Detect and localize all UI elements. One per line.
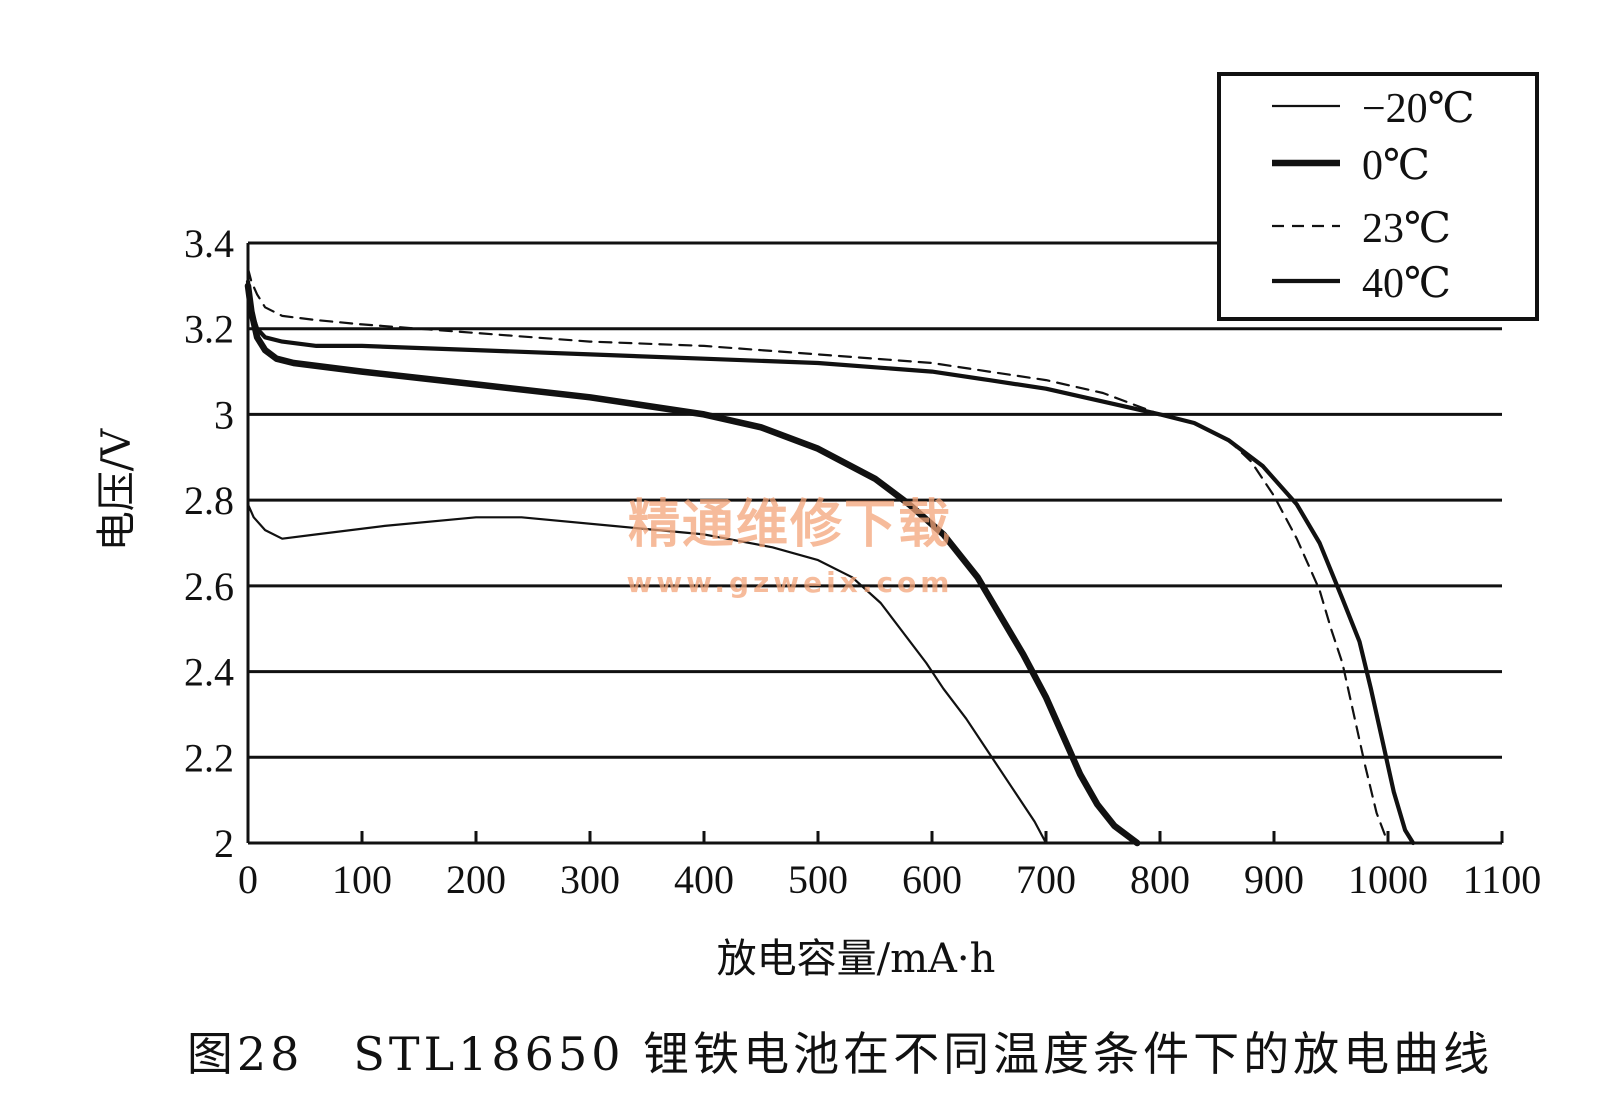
y-tick-label: 3 (214, 392, 234, 437)
series-line (246, 267, 1390, 845)
grid-lines (248, 241, 1502, 759)
x-tick-label: 900 (1244, 857, 1304, 902)
legend: −20℃ 0℃ 23℃ 40℃ (1217, 72, 1539, 321)
x-tick-label: 600 (902, 857, 962, 902)
x-tick-label: 1100 (1463, 857, 1542, 902)
x-axis-title: 放电容量/mA·h (717, 936, 996, 982)
x-tick-label: 1000 (1348, 857, 1428, 902)
series-line (244, 282, 1141, 847)
y-tick-label: 2.8 (184, 478, 234, 523)
x-tick-label: 400 (674, 857, 734, 902)
y-tick-label: 3.2 (184, 307, 234, 352)
x-tick-label: 0 (238, 857, 258, 902)
x-tick-label: 800 (1130, 857, 1190, 902)
x-tick-label: 300 (560, 857, 620, 902)
y-tick-label: 2 (214, 821, 234, 866)
y-tick-labels: 2 2.2 2.4 2.6 2.8 3 3.2 3.4 (184, 221, 234, 866)
y-tick-label: 2.2 (184, 735, 234, 780)
series-line (245, 279, 1416, 846)
y-axis-title: 电压/V (94, 428, 140, 551)
legend-label: −20℃ (1362, 86, 1475, 132)
legend-label: 0℃ (1362, 143, 1430, 189)
watermark-text: 精通维修下载 (628, 495, 952, 555)
legend-box (1217, 72, 1539, 321)
x-tick-label: 500 (788, 857, 848, 902)
tick-marks (246, 831, 1504, 843)
y-tick-label: 2.6 (184, 564, 234, 609)
axes (246, 243, 1502, 845)
legend-label: 40℃ (1362, 261, 1451, 307)
watermark: 精通维修下载 www.gzweix.com (627, 495, 954, 599)
watermark-url: www.gzweix.com (627, 566, 954, 599)
legend-label: 23℃ (1362, 206, 1451, 252)
series-line (246, 503, 1048, 845)
series-lines (244, 267, 1416, 847)
y-tick-label: 2.4 (184, 650, 234, 695)
figure-caption: 图28 STL18650 锂铁电池在不同温度条件下的放电曲线 (187, 1027, 1493, 1081)
y-tick-label: 3.4 (184, 221, 234, 266)
x-tick-label: 100 (332, 857, 392, 902)
x-tick-label: 700 (1016, 857, 1076, 902)
x-tick-label: 200 (446, 857, 506, 902)
x-tick-labels: 0 100 200 300 400 500 600 700 800 900 1000 1100 (238, 857, 1541, 902)
